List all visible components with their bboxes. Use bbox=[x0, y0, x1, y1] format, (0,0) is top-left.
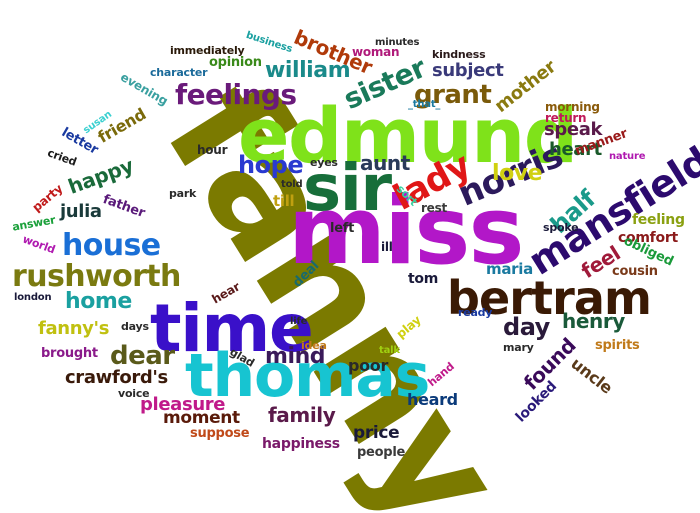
word-business: business bbox=[244, 29, 294, 56]
word-dear: dear bbox=[110, 341, 175, 371]
word-character: character bbox=[150, 66, 208, 79]
word-days: days bbox=[121, 320, 149, 333]
word-people: people bbox=[357, 445, 406, 460]
word-till: till bbox=[273, 192, 295, 210]
word-fanny-s: fanny's bbox=[38, 318, 110, 339]
word-mind: mind bbox=[265, 344, 326, 369]
word-julia: julia bbox=[60, 201, 102, 222]
word-love: love bbox=[492, 161, 543, 186]
word-rest: rest bbox=[421, 201, 447, 215]
word-world: world bbox=[20, 232, 57, 257]
word-spirits: spirits bbox=[595, 338, 640, 353]
word-life: life bbox=[290, 316, 308, 327]
word-eyes: eyes bbox=[310, 156, 338, 169]
word-cousin: cousin bbox=[612, 264, 658, 279]
word-hour: hour bbox=[197, 143, 228, 157]
word-aunt: aunt bbox=[360, 151, 410, 175]
word-left: left bbox=[330, 221, 355, 236]
word-house: house bbox=[62, 228, 161, 263]
word-answer: answer bbox=[11, 213, 57, 234]
word-day: day bbox=[503, 313, 550, 341]
word-idea: idea bbox=[301, 339, 327, 352]
word-miss: miss bbox=[288, 177, 524, 286]
word-grant: grant bbox=[414, 80, 492, 110]
word-comfort: comfort bbox=[618, 230, 678, 246]
word-spoke: spoke bbox=[543, 221, 579, 234]
word-mary: mary bbox=[503, 341, 534, 354]
word-hope: hope bbox=[238, 151, 304, 179]
word-talk: talk bbox=[379, 345, 400, 356]
word-london: london bbox=[14, 292, 52, 303]
word-bertram: bertram bbox=[447, 271, 652, 325]
word-told: told bbox=[281, 179, 303, 190]
word-brought: brought bbox=[41, 346, 98, 361]
word-uncle: uncle bbox=[567, 353, 617, 398]
word-feelings: feelings bbox=[175, 78, 297, 111]
word-that: _that_ bbox=[408, 99, 441, 110]
word-feeling: feeling bbox=[632, 212, 685, 228]
word-crawford-s: crawford's bbox=[65, 367, 168, 388]
word-moment: moment bbox=[163, 408, 240, 428]
word-heard: heard bbox=[407, 390, 458, 409]
word-cried: cried bbox=[45, 146, 79, 169]
word-edmund: edmund bbox=[238, 91, 578, 180]
word-poor: poor bbox=[348, 356, 389, 375]
word-opinion: opinion bbox=[209, 55, 262, 70]
word-minutes: minutes bbox=[375, 37, 420, 48]
word-kindness: kindness bbox=[432, 48, 486, 61]
word-morning: morning bbox=[545, 100, 600, 114]
word-home: home bbox=[65, 289, 132, 314]
word-rushworth: rushworth bbox=[12, 259, 181, 294]
word-ill: ill bbox=[381, 240, 393, 254]
word-nature: nature bbox=[609, 151, 646, 162]
word-price: price bbox=[353, 423, 400, 443]
word-family: family bbox=[268, 403, 336, 427]
word-park: park bbox=[169, 187, 197, 200]
word-father: father bbox=[100, 192, 147, 221]
word-sir: sir bbox=[303, 152, 392, 226]
word-speak: speak bbox=[544, 119, 603, 140]
word-william: william bbox=[265, 58, 351, 83]
word-tom: tom bbox=[408, 271, 439, 287]
word-ready: ready bbox=[458, 306, 493, 319]
word-subject: subject bbox=[432, 60, 504, 81]
word-happiness: happiness bbox=[262, 436, 340, 452]
word-return: return bbox=[545, 111, 587, 125]
word-thomas: thomas bbox=[185, 341, 430, 411]
word-suppose: suppose bbox=[190, 426, 250, 441]
word-heart: heart bbox=[549, 139, 602, 160]
word-voice: voice bbox=[118, 387, 150, 400]
word-pleasure: pleasure bbox=[140, 394, 226, 415]
word-maria: maria bbox=[486, 260, 533, 278]
word-immediately: immediately bbox=[170, 44, 245, 57]
word-woman: woman bbox=[352, 45, 400, 59]
word-henry: henry bbox=[562, 309, 625, 333]
word-time: time bbox=[150, 290, 314, 367]
